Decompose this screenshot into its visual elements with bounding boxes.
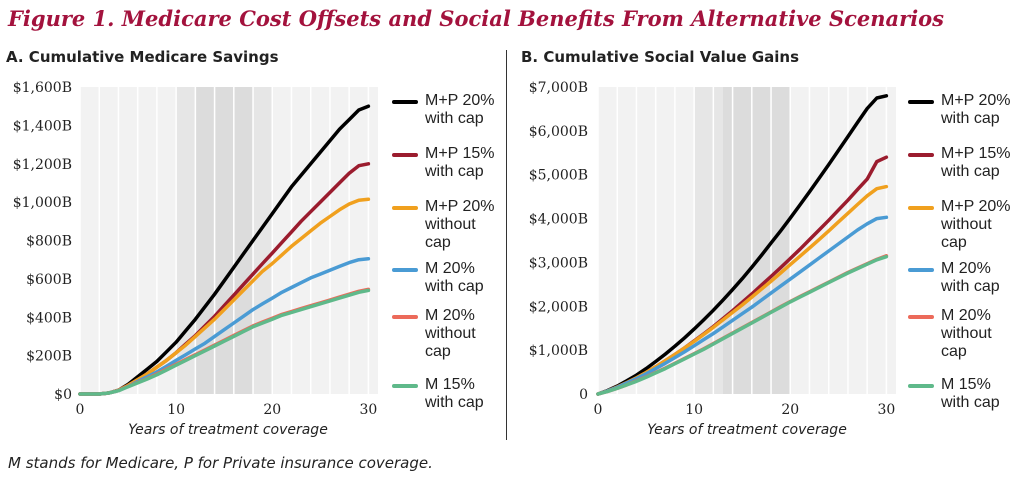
series-line-1 (596, 94, 889, 396)
y-tick-label: $5,000B (529, 168, 588, 184)
y-tick-label: $200B (26, 349, 72, 365)
shaded-region (722, 87, 791, 394)
legend-label: M 20% with cap (941, 260, 1000, 295)
legend-swatch (908, 315, 934, 319)
y-tick-label: $800B (26, 234, 72, 250)
legend-swatch (908, 153, 934, 157)
legend-label: M 20% with cap (425, 260, 484, 295)
y-tick-label: $600B (26, 272, 72, 288)
legend-swatch (392, 315, 418, 319)
panel-a-title: A. Cumulative Medicare Savings (6, 48, 279, 66)
legend-swatch (908, 268, 934, 272)
figure-title: Figure 1. Medicare Cost Offsets and Soci… (8, 6, 945, 31)
legend-label: M+P 15% with cap (941, 145, 1011, 180)
panel-divider (506, 50, 507, 440)
legend-swatch (392, 100, 418, 104)
series-line-6 (78, 288, 371, 396)
legend-label: M+P 20% without cap (941, 198, 1011, 251)
x-tick-label: 20 (781, 402, 799, 418)
legend-swatch (908, 100, 934, 104)
y-tick-label: $0 (54, 387, 72, 403)
legend-label: M+P 15% with cap (425, 145, 495, 180)
y-tick-label: $2,000B (529, 299, 588, 315)
legend-swatch (392, 268, 418, 272)
y-tick-label: $7,000B (529, 80, 588, 96)
y-tick-label: $1,400B (13, 118, 72, 134)
y-tick-label: $400B (26, 310, 72, 326)
y-tick-label: $6,000B (529, 124, 588, 140)
x-tick-label: 0 (594, 402, 603, 418)
x-tick-label: 10 (167, 402, 185, 418)
footnote: M stands for Medicare, P for Private ins… (8, 454, 433, 472)
y-tick-label: $1,000B (529, 343, 588, 359)
series-line-6 (596, 254, 889, 396)
legend-label: M+P 20% with cap (425, 92, 495, 127)
legend-swatch (392, 384, 418, 388)
series-line-4 (596, 215, 889, 396)
y-tick-label: $4,000B (529, 212, 588, 228)
x-tick-label: 0 (76, 402, 85, 418)
y-tick-label: $1,200B (13, 157, 72, 173)
x-axis-label: Years of treatment coverage (647, 422, 847, 438)
y-tick-label: 0 (579, 387, 588, 403)
legend-swatch (392, 206, 418, 210)
legend-swatch (392, 153, 418, 157)
x-tick-label: 30 (877, 402, 895, 418)
legend-label: M 20% without cap (425, 307, 476, 360)
panel-b-title: B. Cumulative Social Value Gains (521, 48, 800, 66)
legend-label: M 20% without cap (941, 307, 992, 360)
x-tick-label: 30 (359, 402, 377, 418)
y-tick-label: $3,000B (529, 255, 588, 271)
y-tick-label: $1,600B (13, 80, 72, 96)
legend-label: M+P 20% with cap (941, 92, 1011, 127)
x-axis-label: Years of treatment coverage (128, 422, 328, 438)
legend-label: M 15% with cap (941, 376, 1000, 411)
legend-swatch (908, 384, 934, 388)
legend-swatch (908, 206, 934, 210)
y-tick-label: $1,000B (13, 195, 72, 211)
x-tick-label: 10 (685, 402, 703, 418)
legend-label: M 15% with cap (425, 376, 484, 411)
x-tick-label: 20 (263, 402, 281, 418)
legend-label: M+P 20% without cap (425, 198, 495, 251)
